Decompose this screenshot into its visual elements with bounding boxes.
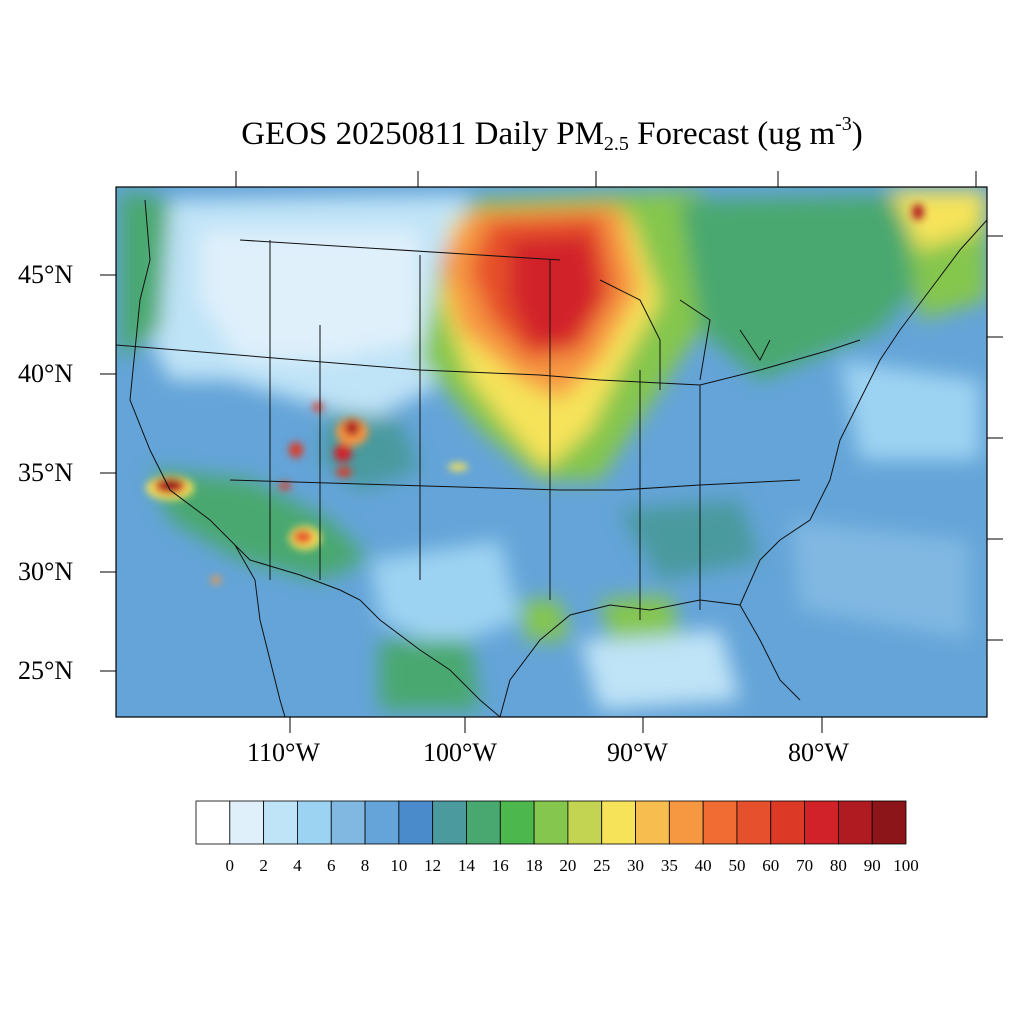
colorbar-swatch — [263, 800, 298, 845]
colorbar-label: 70 — [796, 856, 814, 875]
colorbar-label: 25 — [593, 856, 611, 875]
colorbar — [195, 800, 907, 845]
colorbar-swatch — [837, 800, 873, 845]
colorbar-swatch — [398, 800, 434, 845]
colorbar-swatch — [668, 800, 704, 845]
map-frame — [115, 186, 988, 718]
colorbar-label: 2 — [259, 856, 268, 875]
colorbar-label: 4 — [293, 856, 302, 875]
colorbar-swatch — [499, 800, 535, 845]
colorbar-label: 16 — [491, 856, 509, 875]
colorbar-label: 0 — [225, 856, 235, 875]
lon-label: 80°W — [788, 738, 849, 767]
colorbar-swatch — [702, 800, 738, 845]
colorbar-label: 40 — [694, 856, 712, 875]
lon-label: 100°W — [423, 738, 497, 767]
colorbar-label: 80 — [829, 856, 847, 875]
map-title: GEOS 20250811 Daily PM2.5 Forecast (ug m… — [241, 113, 863, 155]
colorbar-swatch — [466, 800, 501, 845]
colorbar-label: 60 — [762, 856, 780, 875]
colorbar-label: 50 — [728, 856, 746, 875]
colorbar-swatch — [601, 800, 636, 845]
lat-label: 40°N — [18, 359, 74, 388]
colorbar-label: 14 — [457, 856, 475, 875]
lat-label: 25°N — [18, 656, 74, 685]
colorbar-swatch — [364, 800, 400, 845]
colorbar-label: 10 — [390, 856, 408, 875]
colorbar-label: 12 — [424, 856, 442, 875]
colorbar-swatch — [871, 800, 907, 845]
colorbar-label: 100 — [893, 856, 919, 875]
colorbar-swatch — [330, 800, 366, 845]
colorbar-label: 6 — [326, 856, 336, 875]
colorbar-swatch — [770, 800, 805, 845]
colorbar-swatch — [736, 800, 772, 845]
lat-label: 30°N — [18, 557, 74, 586]
colorbar-label: 20 — [559, 856, 577, 875]
lat-label: 45°N — [18, 260, 74, 289]
lon-label: 90°W — [607, 738, 668, 767]
concentration-field — [116, 187, 987, 717]
colorbar-swatch — [195, 800, 231, 845]
colorbar-label: 18 — [525, 856, 543, 875]
colorbar-label: 90 — [863, 856, 881, 875]
colorbar-swatch — [229, 800, 265, 845]
colorbar-label: 30 — [627, 856, 645, 875]
lon-label: 110°W — [247, 738, 320, 767]
colorbar-swatch — [297, 800, 332, 845]
colorbar-swatch — [533, 800, 569, 845]
colorbar-swatch — [432, 800, 467, 845]
colorbar-swatch — [804, 800, 839, 845]
colorbar-swatch — [567, 800, 603, 845]
colorbar-label: 35 — [660, 856, 678, 875]
lat-label: 35°N — [18, 458, 74, 487]
colorbar-label: 8 — [360, 856, 370, 875]
colorbar-swatch — [635, 800, 670, 845]
